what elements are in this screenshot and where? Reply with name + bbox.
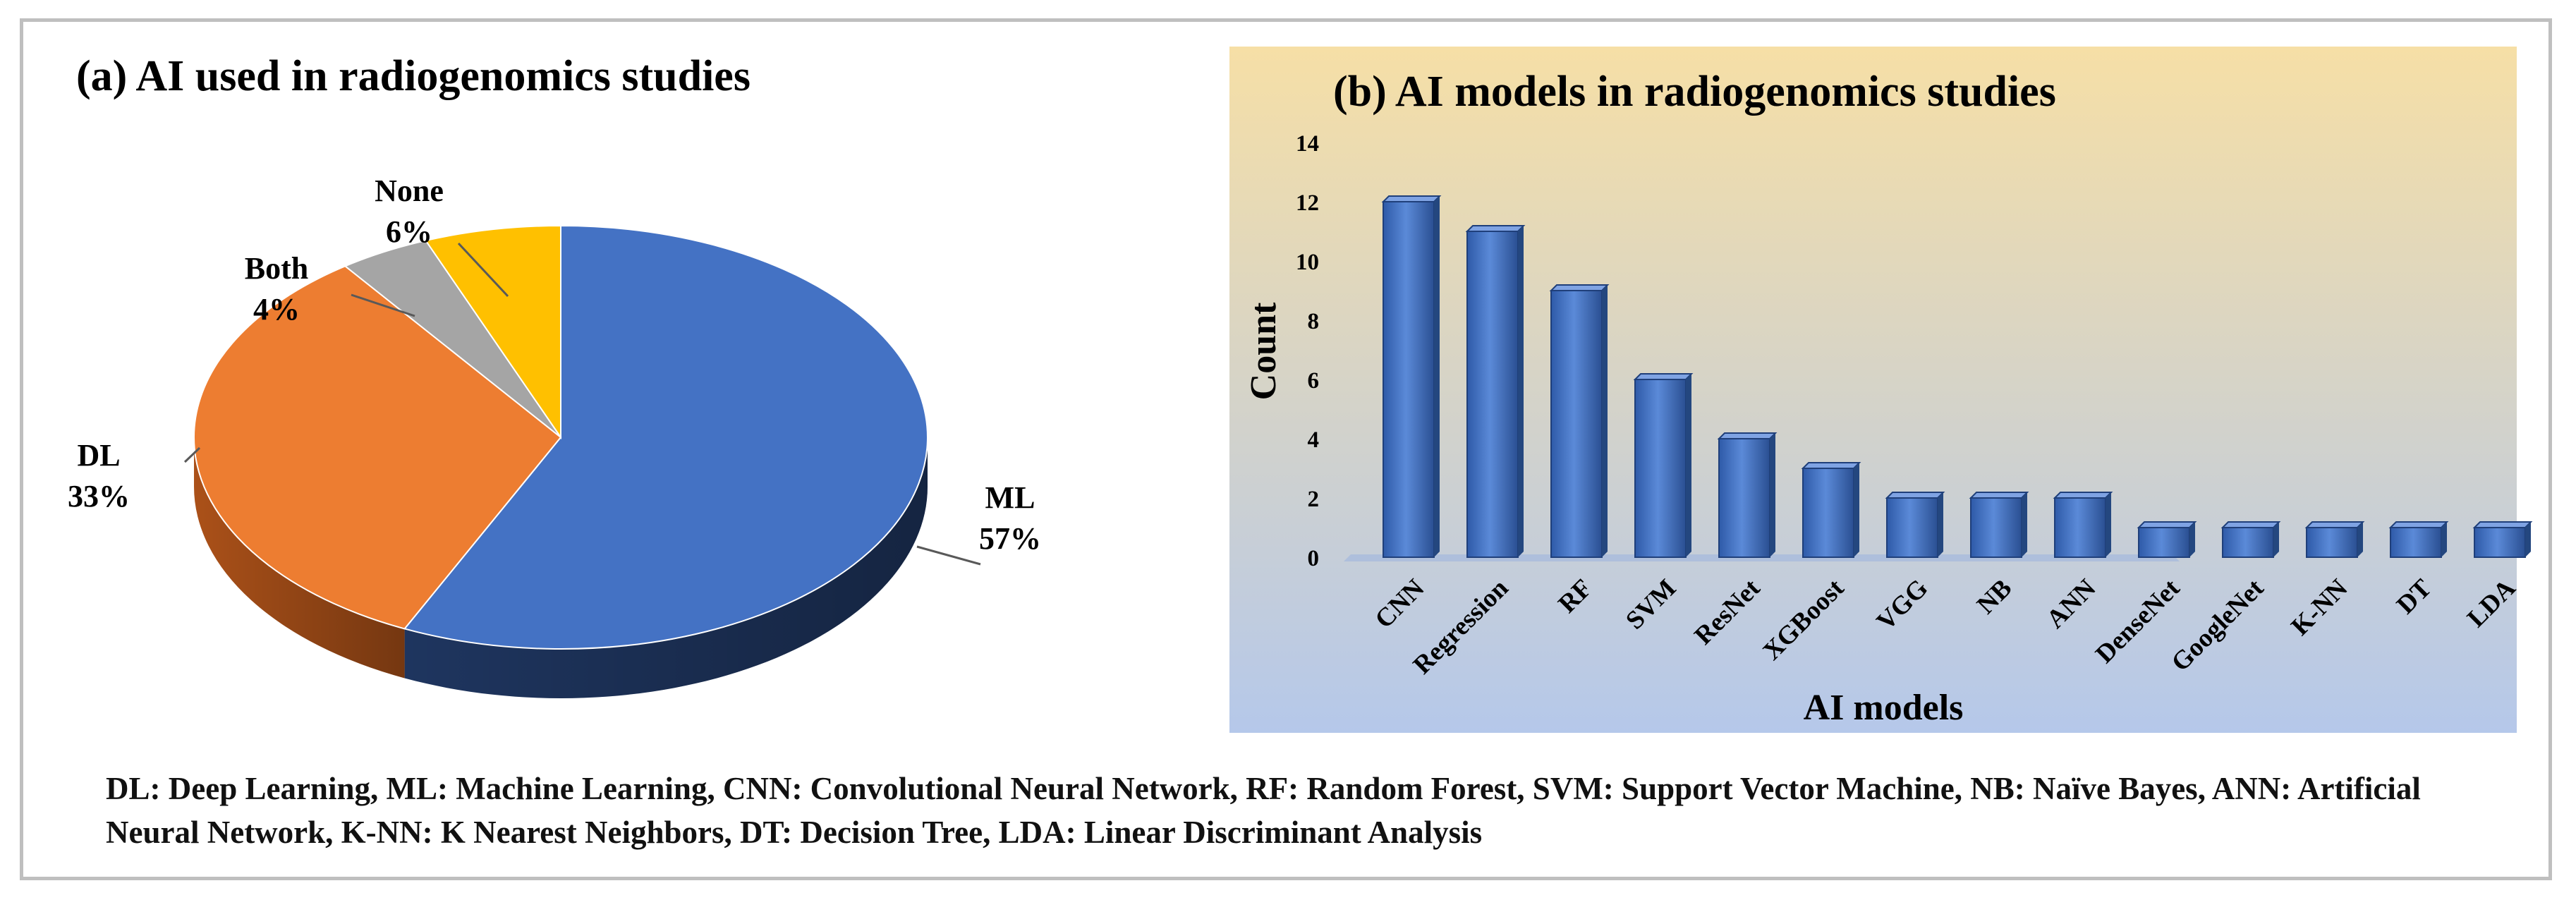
bar-side-xgboost: [1854, 463, 1859, 557]
bar-nb: [1970, 497, 2022, 558]
bar-top-densenet: [2137, 521, 2197, 528]
bar-side-regression: [1518, 226, 1524, 557]
pie-label-pct-none: 6%: [386, 214, 432, 249]
bar-top-cnn: [1381, 195, 1442, 202]
bar-svm: [1634, 379, 1687, 558]
pie-slice-dl: [193, 265, 562, 630]
y-tick-10: 10: [1296, 250, 1319, 275]
bar-top-rf: [1549, 284, 1610, 291]
y-tick-12: 12: [1296, 190, 1319, 216]
pie-label-pct-ml: 57%: [979, 521, 1041, 556]
pie-leader-dl: [183, 446, 201, 463]
plot-background: [1229, 47, 2517, 733]
bar-side-k-nn: [2357, 522, 2363, 557]
x-axis-label: AI models: [1804, 688, 1964, 728]
pie-leader-none: [457, 242, 509, 298]
bar-top-vgg: [1885, 492, 1945, 499]
y-tick-6: 6: [1308, 368, 1320, 394]
bar-side-googlenet: [2273, 522, 2279, 557]
bar-side-nb: [2022, 492, 2027, 557]
y-tick-14: 14: [1296, 131, 1319, 157]
bar-xgboost: [1802, 468, 1854, 558]
bar-top-regression: [1465, 225, 1526, 232]
bar-top-svm: [1633, 373, 1694, 380]
bar-side-ann: [2106, 492, 2111, 557]
bar-title: (b) AI models in radiogenomics studies: [1333, 68, 2056, 116]
pie-slice-ml: [403, 224, 928, 650]
y-tick-8: 8: [1308, 309, 1320, 334]
y-tick-2: 2: [1308, 487, 1320, 512]
bar-googlenet: [2222, 527, 2274, 558]
bar-vgg: [1886, 497, 1938, 558]
bar-cnn: [1383, 201, 1435, 558]
bar-ann: [2054, 497, 2106, 558]
bar-top-lda: [2472, 521, 2533, 528]
bar-top-resnet: [1717, 432, 1778, 439]
y-axis-label: Count: [1244, 302, 1284, 400]
bar-dt: [2390, 527, 2442, 558]
bar-side-lda: [2525, 522, 2531, 557]
abbreviations-caption: DL: Deep Learning, ML: Machine Learning,…: [106, 771, 2421, 850]
pie-slice-side-shade-dl: [194, 437, 405, 679]
bar-lda: [2474, 527, 2526, 558]
pie-label-name-dl: DL: [77, 438, 120, 473]
bar-side-cnn: [1434, 196, 1440, 557]
bar-densenet: [2138, 527, 2190, 558]
bar-rf: [1550, 290, 1603, 558]
bar-resnet: [1718, 438, 1770, 558]
bar-side-svm: [1686, 374, 1691, 557]
pie-slice-none: [424, 224, 561, 440]
pie-leader-both: [351, 293, 415, 317]
pie-label-name-none: None: [375, 174, 444, 208]
pie-label-pct-dl: 33%: [68, 479, 130, 513]
bar-side-densenet: [2189, 522, 2195, 557]
pie-label-name-both: Both: [245, 251, 308, 286]
pie-chart: (a) AI used in radiogenomics studies ML 5…: [68, 52, 1041, 698]
pie-slice-side-shade-ml: [404, 437, 928, 698]
y-tick-0: 0: [1308, 546, 1320, 571]
bar-regression: [1466, 231, 1519, 558]
pie-title: (a) AI used in radiogenomics studies: [76, 52, 751, 100]
bar-side-dt: [2441, 522, 2447, 557]
bar-chart: (b) AI models in radiogenomics studies C…: [1229, 47, 2533, 733]
bar-top-googlenet: [2220, 521, 2281, 528]
pie-leader-ml: [916, 545, 981, 566]
bar-top-k-nn: [2304, 521, 2365, 528]
bar-top-xgboost: [1801, 462, 1861, 469]
bar-side-vgg: [1938, 492, 1943, 557]
pie-label-pct-both: 4%: [253, 292, 300, 327]
bar-side-resnet: [1770, 433, 1775, 557]
bar-top-nb: [1969, 492, 2029, 499]
pie-label-name-ml: ML: [985, 480, 1035, 515]
bar-top-ann: [2053, 492, 2113, 499]
y-tick-4: 4: [1308, 427, 1320, 453]
bar-side-rf: [1602, 285, 1608, 557]
bar-top-dt: [2388, 521, 2449, 528]
bar-k-nn: [2306, 527, 2358, 558]
